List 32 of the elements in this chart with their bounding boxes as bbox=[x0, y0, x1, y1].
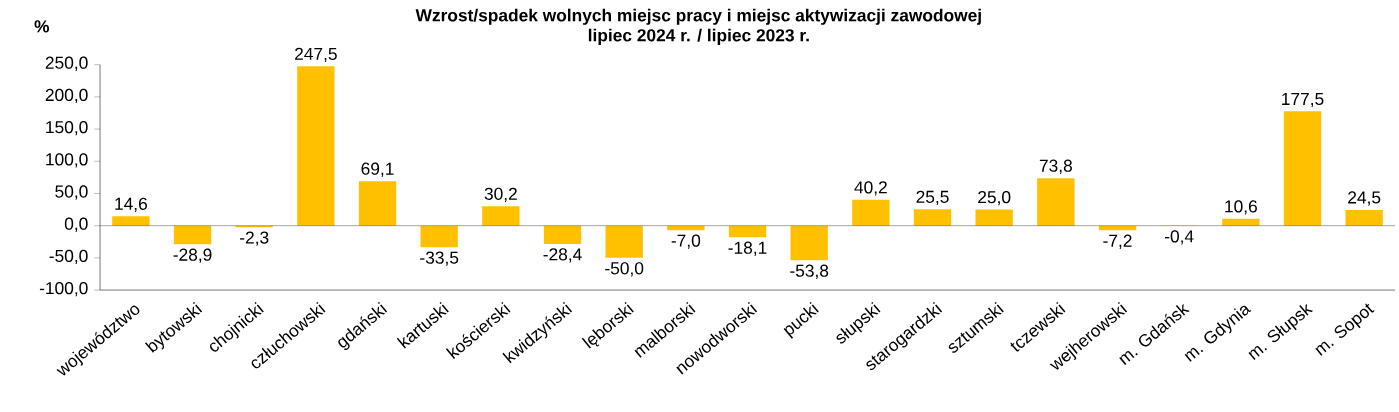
data-label: 73,8 bbox=[1039, 159, 1072, 174]
y-tick-label: 0,0 bbox=[64, 217, 88, 232]
y-tick-label: 250,0 bbox=[45, 56, 88, 71]
y-axis-title: % bbox=[34, 20, 50, 33]
data-label: -28,9 bbox=[173, 248, 212, 263]
data-label: 25,0 bbox=[978, 190, 1011, 206]
data-label: 14,6 bbox=[115, 197, 147, 212]
data-label: 25,5 bbox=[916, 190, 949, 205]
y-tick-label: 150,0 bbox=[46, 120, 88, 136]
y-tick-label: 200,0 bbox=[45, 88, 88, 104]
data-label: 69,1 bbox=[361, 162, 394, 177]
data-label: -50,0 bbox=[605, 262, 644, 277]
data-label: 40,2 bbox=[854, 181, 887, 196]
data-label: -53,8 bbox=[790, 264, 829, 279]
chart-subtitle: lipiec 2024 r. / lipiec 2023 r. bbox=[588, 28, 809, 45]
data-label: 247,5 bbox=[295, 47, 337, 62]
data-label: -0,4 bbox=[1165, 230, 1194, 245]
y-tick-label: 100,0 bbox=[46, 153, 88, 168]
y-tick-label: -100,0 bbox=[39, 281, 88, 297]
data-label: -2,3 bbox=[240, 231, 269, 246]
data-label: -18,1 bbox=[728, 241, 767, 256]
data-label: 177,5 bbox=[1282, 92, 1324, 108]
data-label: 30,2 bbox=[484, 187, 517, 202]
data-label: 10,6 bbox=[1225, 200, 1257, 215]
data-label: -7,0 bbox=[671, 234, 701, 249]
data-label: -33,5 bbox=[420, 251, 459, 266]
chart-title: Wzrost/spadek wolnych miejsc pracy i miejsc aktywizacji zawodowej bbox=[415, 8, 981, 25]
data-label: 24,5 bbox=[1348, 191, 1381, 206]
data-label: -28,4 bbox=[543, 248, 582, 263]
y-tick-label: 50,0 bbox=[55, 185, 88, 200]
y-tick-label: -50,0 bbox=[49, 249, 88, 265]
data-label: -7,2 bbox=[1103, 234, 1132, 249]
